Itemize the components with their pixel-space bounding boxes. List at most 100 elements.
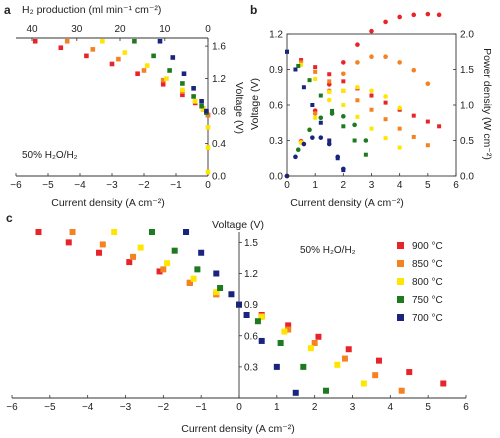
panel-c-point xyxy=(228,291,235,298)
panel-a-y-axis-title: Voltage (V) xyxy=(233,82,245,134)
panel-a-point xyxy=(180,87,185,93)
panel-c-x-tick-label: 3 xyxy=(350,402,356,413)
panel-b-y2-tick-label: 1.5 xyxy=(460,65,474,76)
panel-a-x-axis-title: Current density (A cm⁻²) xyxy=(51,197,165,209)
panel-a-point xyxy=(164,76,169,81)
panel-b-voltage-point xyxy=(341,79,346,84)
panel-b-power-point xyxy=(341,166,346,172)
panel-b-voltage-point xyxy=(383,136,388,141)
panel-b-power-point xyxy=(411,12,417,18)
panel-c-point xyxy=(406,369,413,376)
panel-b-power-point xyxy=(341,114,346,119)
panel-a-point xyxy=(181,71,187,77)
panel-b-voltage-point xyxy=(327,72,332,77)
panel-a-point xyxy=(141,68,147,73)
panel-b-y2-tick-label: 0.5 xyxy=(460,136,474,147)
panel-b-x-tick-label: 2 xyxy=(341,180,347,191)
panel-b-x-tick-label: 1 xyxy=(312,180,318,191)
panel-b-voltage-point xyxy=(397,126,402,131)
panel-b-voltage-point xyxy=(341,124,346,129)
panel-a-top-tick-labels: 40 30 20 10 0 xyxy=(26,24,211,35)
panel-a-point xyxy=(116,56,121,62)
panel-a-x-tick-label: −2 xyxy=(138,180,150,191)
panel-a-x-tick-label: −6 xyxy=(10,180,22,191)
panel-c-point xyxy=(285,326,292,333)
panel-c-point xyxy=(341,355,348,362)
legend-marker xyxy=(397,260,404,267)
panel-b-voltage-point xyxy=(318,120,323,125)
panel-c-point xyxy=(277,340,284,347)
panel-c-point xyxy=(345,346,352,353)
panel-b-voltage-point xyxy=(301,85,306,90)
panel-c-y-tick-label: 0.3 xyxy=(244,362,258,373)
panel-a-x-tick-label: −5 xyxy=(42,180,54,191)
panel-c-label: c xyxy=(6,211,13,225)
panel-c-point xyxy=(213,270,220,277)
panel-a-point xyxy=(32,38,38,44)
panel-b-y-tick-label: 0.9 xyxy=(269,65,283,76)
panel-a-point xyxy=(199,99,204,104)
panel-b-power-point xyxy=(284,173,290,179)
panel-b-power-point xyxy=(326,97,332,103)
panel-b-voltage-point xyxy=(307,78,312,83)
panel-b-voltage-point xyxy=(383,100,388,105)
panel-b-y-tick-label: 0.6 xyxy=(269,101,283,112)
panel-a-point xyxy=(199,103,204,109)
panel-b-x-tick-label: 0 xyxy=(284,180,290,191)
panel-b-voltage-point xyxy=(293,67,298,72)
panel-b-power-point xyxy=(425,11,431,17)
panel-a-x-tick-label: 0 xyxy=(205,180,211,191)
panel-b-voltage-point xyxy=(369,126,374,131)
panel-b-voltage-point xyxy=(327,79,332,84)
panel-c-y-tick-label: 1.5 xyxy=(244,238,258,249)
panel-b-power-point xyxy=(301,141,307,147)
panel-b-voltage-point xyxy=(369,93,374,98)
panel-b-x-tick-label: 5 xyxy=(425,180,431,191)
panel-c-point xyxy=(315,333,322,340)
panel-a-top-tick-label: 30 xyxy=(71,24,83,35)
panel-b-voltage-point xyxy=(341,103,346,107)
panel-c-point xyxy=(360,380,367,387)
panel-c-point xyxy=(130,253,137,260)
panel-b-voltage-point xyxy=(411,134,416,139)
panel-a-point xyxy=(109,61,115,67)
panel-c-x-axis-title: Current density (A cm⁻²) xyxy=(181,423,295,435)
legend-marker xyxy=(397,296,404,303)
panel-a-point xyxy=(205,169,211,175)
panel-b-y-tick-labels: 0.0 0.3 0.6 0.9 1.2 xyxy=(269,30,283,183)
panel-a-point xyxy=(191,94,196,99)
panel-b-power-point xyxy=(425,81,431,86)
panel-a-y-tick-label: 1.2 xyxy=(212,74,226,85)
panel-a-x-tick-label: −3 xyxy=(106,180,118,191)
panel-b-power-point xyxy=(329,111,335,116)
panel-b-x-tick-labels: 0 1 2 3 4 5 6 xyxy=(284,180,459,191)
panel-b-power-point xyxy=(369,28,374,34)
legend-label: 900 °C xyxy=(412,241,443,252)
panel-b-y-tick-label: 0.3 xyxy=(269,136,283,147)
panel-b-power-point xyxy=(355,42,360,47)
panel-a-point xyxy=(205,112,211,118)
panel-c-point xyxy=(236,301,242,308)
panel-c-point xyxy=(398,387,405,394)
panel-c-point xyxy=(307,345,314,352)
panel-a-point xyxy=(180,81,185,86)
panel-a-point xyxy=(135,71,140,77)
panel-b-voltage-point xyxy=(296,63,301,68)
panel-a-y-tick-label: 0.0 xyxy=(212,172,226,183)
panel-c-point xyxy=(243,312,250,318)
panel-b-power-point xyxy=(295,147,301,153)
panel-c-point xyxy=(190,275,197,282)
panel-a-point xyxy=(151,53,156,59)
panel-c-y-tick-labels: 0.3 0.6 0.9 1.2 1.5 xyxy=(244,238,258,374)
panel-a-note: 50% H₂O/H₂ xyxy=(22,150,78,161)
panel-c-point xyxy=(213,289,220,296)
panel-c-point xyxy=(258,314,265,321)
panel-c-point xyxy=(171,247,178,254)
panel-b-axes xyxy=(286,33,457,177)
panel-c-point xyxy=(281,328,288,335)
panel-a-top-axis-title: H₂ production (ml min⁻¹ cm⁻²) xyxy=(22,4,161,16)
panel-c-point xyxy=(372,372,379,379)
panel-b-y-tick-label: 0.0 xyxy=(269,172,283,183)
panel-b-power-point xyxy=(411,67,417,73)
legend-marker xyxy=(397,314,404,321)
